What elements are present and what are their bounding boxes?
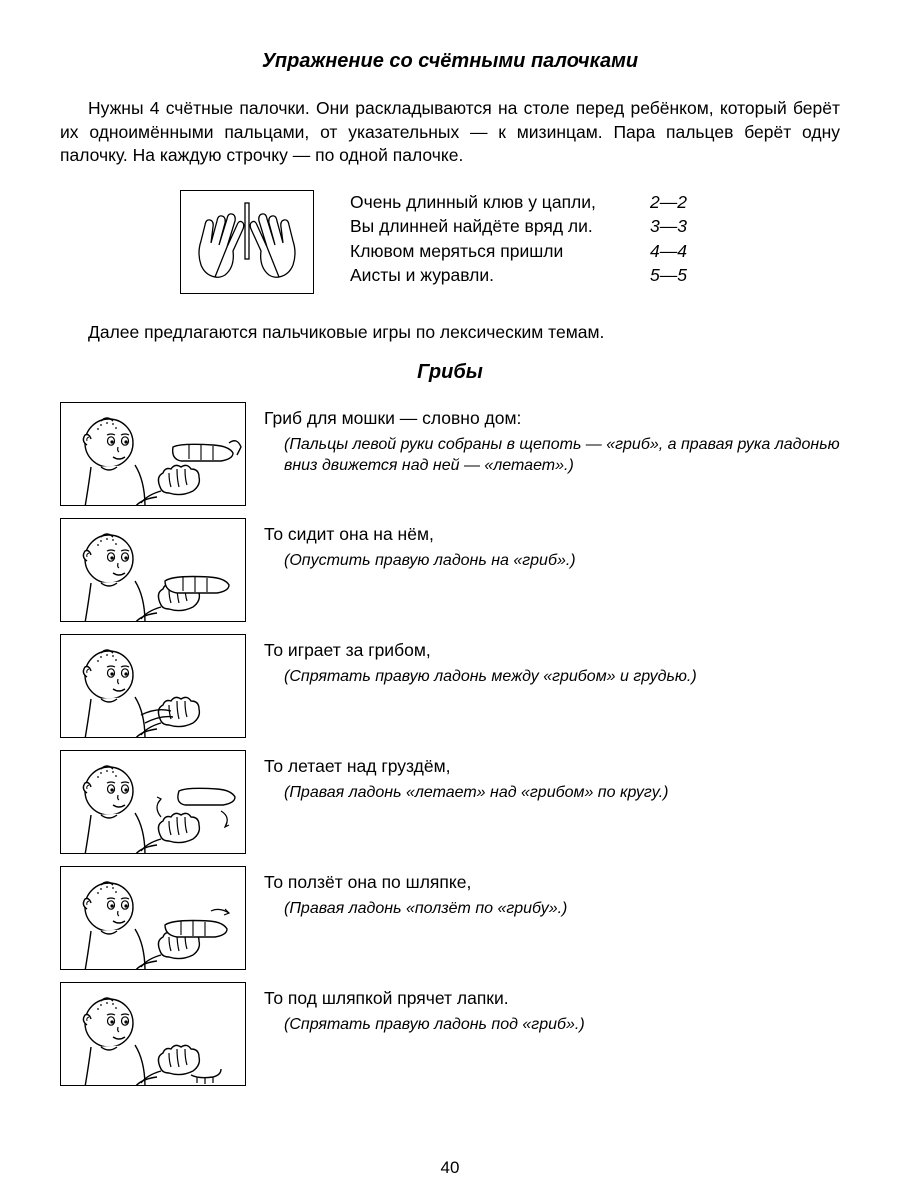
exercise-illustration	[60, 402, 246, 506]
poem-row: Клювом меряться пришли4—4	[350, 239, 700, 264]
child-hands-icon	[61, 519, 246, 622]
exercise-text: То летает над груздём, (Правая ладонь «л…	[264, 750, 840, 804]
exercise-line: Гриб для мошки — словно дом:	[264, 408, 840, 429]
exercise-line: То под шляпкой прячет лапки.	[264, 988, 840, 1009]
poem-line: Вы длинней найдёте вряд ли.	[350, 214, 650, 239]
exercise-row: То летает над груздём, (Правая ладонь «л…	[60, 750, 840, 854]
poem-row: Вы длинней найдёте вряд ли.3—3	[350, 214, 700, 239]
poem-table: Очень длинный клюв у цапли,2—2 Вы длинне…	[350, 190, 700, 288]
child-hands-icon	[61, 635, 246, 738]
exercise-illustration	[60, 866, 246, 970]
exercise-illustration	[60, 518, 246, 622]
poem-line: Очень длинный клюв у цапли,	[350, 190, 650, 215]
child-hands-icon	[61, 983, 246, 1086]
hands-icon	[187, 197, 307, 287]
exercise-text: То ползёт она по шляпке, (Правая ладонь …	[264, 866, 840, 920]
poem-line: Аисты и журавли.	[350, 263, 650, 288]
exercise-text: Гриб для мошки — словно дом: (Пальцы лев…	[264, 402, 840, 477]
exercise-illustration	[60, 982, 246, 1086]
child-hands-icon	[61, 403, 246, 506]
exercise-instruction: (Пальцы левой руки собраны в щепоть — «г…	[264, 435, 840, 477]
exercise-instruction: (Спрятать правую ладонь под «гриб».)	[264, 1015, 840, 1036]
mid-paragraph: Далее предлагаются пальчиковые игры по л…	[60, 322, 840, 343]
exercise-instruction: (Правая ладонь «ползёт по «грибу».)	[264, 899, 840, 920]
poem-fingers: 2—2	[650, 190, 700, 215]
exercise-illustration	[60, 634, 246, 738]
exercise-line: То летает над груздём,	[264, 756, 840, 777]
exercise-text: То играет за грибом, (Спрятать правую ла…	[264, 634, 840, 688]
exercise-instruction: (Опустить правую ладонь на «гриб».)	[264, 551, 840, 572]
exercise-row: То играет за грибом, (Спрятать правую ла…	[60, 634, 840, 738]
exercise-row: То сидит она на нём, (Опустить правую ла…	[60, 518, 840, 622]
page-title: Упражнение со счётными палочками	[60, 50, 840, 73]
child-hands-icon	[61, 867, 246, 970]
poem-line: Клювом меряться пришли	[350, 239, 650, 264]
hands-stick-illustration	[180, 190, 314, 294]
exercise-line: То играет за грибом,	[264, 640, 840, 661]
section-subtitle: Грибы	[60, 361, 840, 384]
poem-fingers: 3—3	[650, 214, 700, 239]
exercises-list: Гриб для мошки — словно дом: (Пальцы лев…	[60, 402, 840, 1086]
child-hands-icon	[61, 751, 246, 854]
exercise-instruction: (Правая ладонь «летает» над «грибом» по …	[264, 783, 840, 804]
exercise-row: То ползёт она по шляпке, (Правая ладонь …	[60, 866, 840, 970]
intro-paragraph: Нужны 4 счётные палочки. Они раскладываю…	[60, 97, 840, 168]
exercise-row: Гриб для мошки — словно дом: (Пальцы лев…	[60, 402, 840, 506]
sticks-exercise-block: Очень длинный клюв у цапли,2—2 Вы длинне…	[180, 190, 840, 294]
poem-row: Аисты и журавли.5—5	[350, 263, 700, 288]
exercise-text: То сидит она на нём, (Опустить правую ла…	[264, 518, 840, 572]
poem-row: Очень длинный клюв у цапли,2—2	[350, 190, 700, 215]
exercise-instruction: (Спрятать правую ладонь между «грибом» и…	[264, 667, 840, 688]
exercise-line: То ползёт она по шляпке,	[264, 872, 840, 893]
exercise-text: То под шляпкой прячет лапки. (Спрятать п…	[264, 982, 840, 1036]
page-number: 40	[0, 1158, 900, 1178]
poem-fingers: 4—4	[650, 239, 700, 264]
exercise-illustration	[60, 750, 246, 854]
poem-fingers: 5—5	[650, 263, 700, 288]
exercise-row: То под шляпкой прячет лапки. (Спрятать п…	[60, 982, 840, 1086]
exercise-line: То сидит она на нём,	[264, 524, 840, 545]
